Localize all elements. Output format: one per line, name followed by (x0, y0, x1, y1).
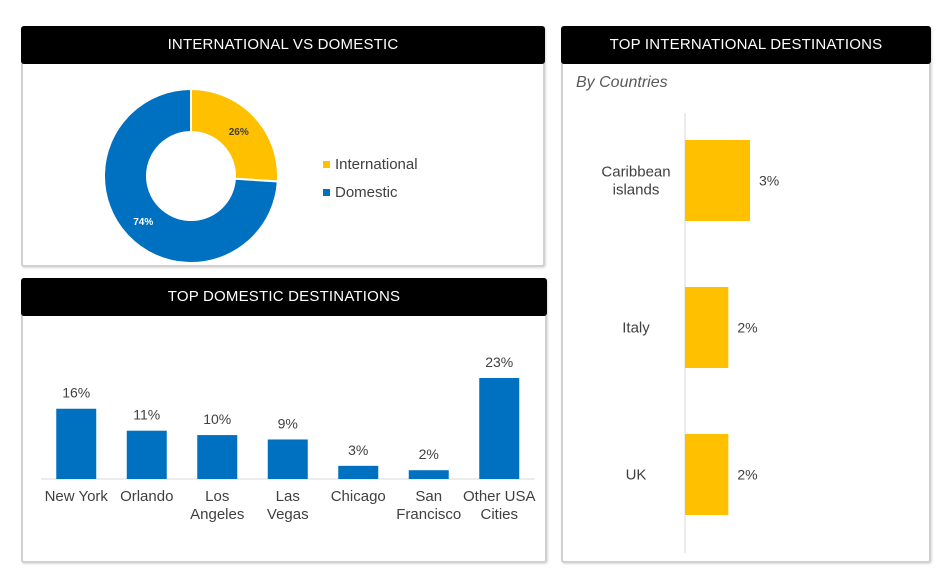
donut-slice-international (190, 87, 279, 183)
bar-data-label: 2% (737, 467, 757, 483)
bar-data-label: 2% (419, 446, 439, 462)
x-tick-label: Francisco (396, 506, 461, 523)
intl-vs-domestic-panel: INTERNATIONAL VS DOMESTIC 26% 74% Interna… (21, 26, 545, 267)
bar-data-label: 23% (485, 354, 513, 370)
legend-label: International (335, 156, 418, 173)
bar (197, 435, 238, 479)
x-tick-label: Vegas (267, 506, 309, 523)
y-tick-label: islands (613, 182, 660, 199)
y-tick-label: Italy (622, 320, 650, 337)
bar (685, 434, 729, 515)
y-tick-label: UK (626, 467, 647, 484)
legend-swatch (323, 188, 330, 196)
bar (56, 408, 97, 479)
bar-data-label: 11% (133, 407, 160, 423)
bar-data-label: 10% (203, 411, 231, 427)
x-tick-label: San (415, 488, 442, 505)
panel-title: TOP DOMESTIC DESTINATIONS (21, 278, 547, 316)
bar-data-label: 16% (62, 385, 90, 401)
bar (338, 465, 379, 479)
x-tick-label: New York (45, 488, 109, 505)
x-tick-label: Los (205, 488, 229, 505)
legend-label: Domestic (335, 184, 398, 201)
bar-data-label: 3% (759, 173, 779, 189)
x-tick-label: Orlando (120, 488, 173, 505)
donut-slice-domestic (103, 87, 279, 264)
legend-item-domestic: Domestic (323, 184, 398, 201)
bar-data-label: 3% (348, 442, 368, 458)
x-tick-label: Other USA (463, 488, 536, 505)
legend-swatch (323, 160, 330, 168)
bar-data-label: 2% (737, 320, 757, 336)
bar-data-label: 9% (278, 415, 298, 431)
donut-chart: 26% 74% (103, 87, 279, 264)
top-domestic-panel: TOP DOMESTIC DESTINATIONS 16% New York 11%… (21, 278, 547, 563)
top-international-panel: TOP INTERNATIONAL DESTINATIONS By Countr… (561, 26, 931, 563)
bar (685, 287, 729, 368)
x-tick-label: Cities (480, 506, 518, 523)
legend-item-international: International (323, 156, 418, 173)
bar (126, 430, 167, 479)
x-tick-label: Chicago (331, 488, 386, 505)
y-tick-label: Caribbean (601, 164, 670, 181)
chart-subtitle: By Countries (576, 74, 668, 91)
x-tick-label: Las (276, 488, 300, 505)
x-tick-label: Angeles (190, 506, 244, 523)
bar (408, 470, 449, 479)
bar (685, 140, 750, 221)
bar (267, 439, 308, 479)
donut-data-label: 26% (229, 127, 249, 138)
panel-title: TOP INTERNATIONAL DESTINATIONS (561, 26, 931, 64)
panel-title: INTERNATIONAL VS DOMESTIC (21, 26, 545, 64)
bar (479, 378, 520, 479)
donut-data-label: 74% (133, 217, 153, 228)
